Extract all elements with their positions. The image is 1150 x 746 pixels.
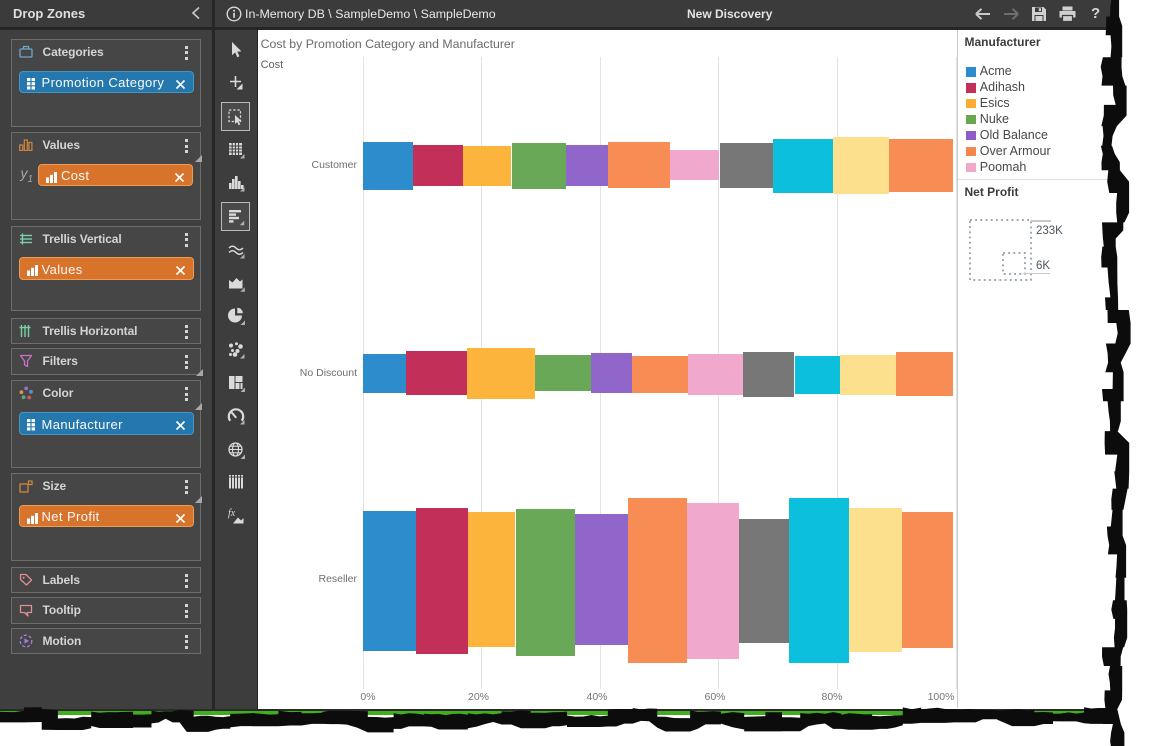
svg-text:fx: fx xyxy=(228,508,236,519)
